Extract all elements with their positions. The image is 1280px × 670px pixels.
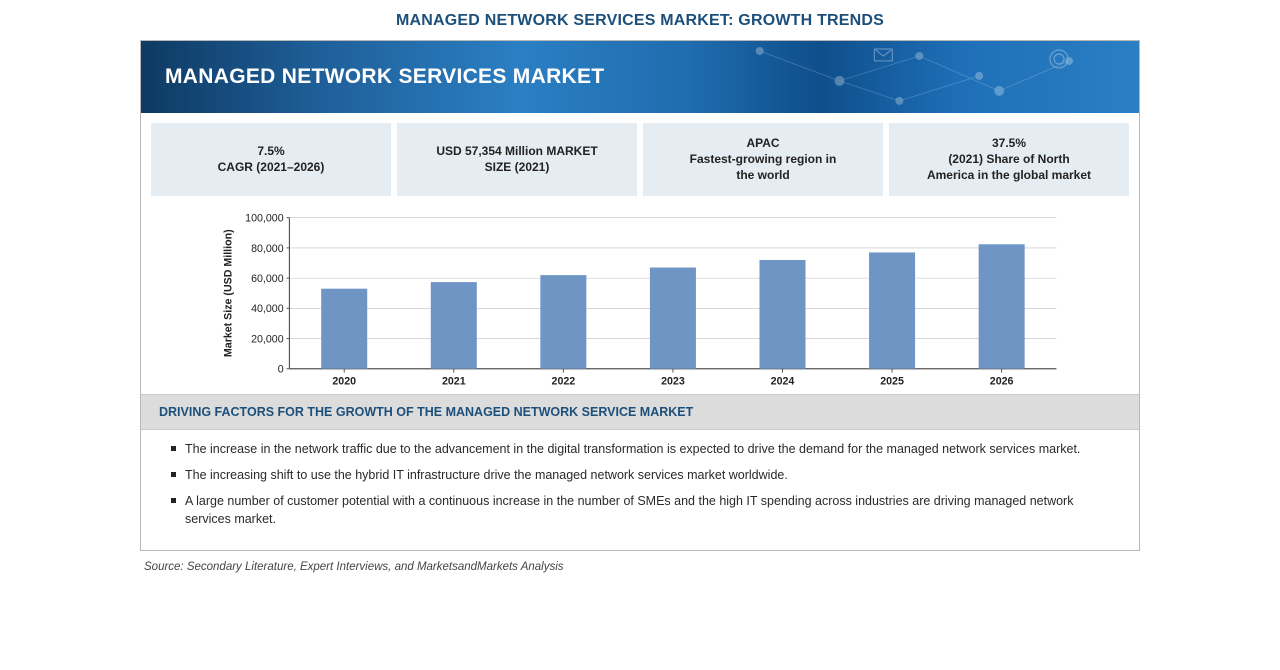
main-panel: MANAGED NETWORK SERVICES MARKET xyxy=(140,40,1140,551)
svg-text:0: 0 xyxy=(278,363,284,375)
svg-text:2025: 2025 xyxy=(880,375,904,387)
banner-title: MANAGED NETWORK SERVICES MARKET xyxy=(165,65,604,89)
svg-text:80,000: 80,000 xyxy=(251,242,284,254)
svg-text:2021: 2021 xyxy=(442,375,466,387)
stat-cagr: 7.5% CAGR (2021–2026) xyxy=(151,123,391,196)
driver-item: The increasing shift to use the hybrid I… xyxy=(171,466,1117,484)
svg-text:Market Size (USD Million): Market Size (USD Million) xyxy=(222,228,234,356)
page-title: MANAGED NETWORK SERVICES MARKET: GROWTH … xyxy=(140,12,1140,30)
svg-text:100,000: 100,000 xyxy=(245,212,284,224)
stat-line: 7.5% xyxy=(159,143,383,159)
svg-text:60,000: 60,000 xyxy=(251,273,284,285)
stat-line: USD 57,354 Million MARKET xyxy=(405,143,629,159)
stat-line: Fastest-growing region in xyxy=(651,151,875,167)
stat-line: 37.5% xyxy=(897,135,1121,151)
stat-line: America in the global market xyxy=(897,167,1121,183)
stat-share: 37.5% (2021) Share of North America in t… xyxy=(889,123,1129,196)
svg-text:2026: 2026 xyxy=(990,375,1014,387)
svg-text:2023: 2023 xyxy=(661,375,685,387)
drivers-list: The increase in the network traffic due … xyxy=(141,430,1139,551)
bar-chart: 0 20,000 40,000 60,000 80,000 100,000 2020 2021… xyxy=(141,204,1139,394)
svg-text:2024: 2024 xyxy=(771,375,795,387)
bar-chart-svg: 0 20,000 40,000 60,000 80,000 100,000 2020 2021… xyxy=(195,208,1085,392)
driver-item: The increase in the network traffic due … xyxy=(171,440,1117,458)
stat-line: CAGR (2021–2026) xyxy=(159,159,383,175)
stat-line: SIZE (2021) xyxy=(405,159,629,175)
svg-text:20,000: 20,000 xyxy=(251,333,284,345)
stats-row: 7.5% CAGR (2021–2026) USD 57,354 Million… xyxy=(141,113,1139,204)
stat-line: APAC xyxy=(651,135,875,151)
banner: MANAGED NETWORK SERVICES MARKET xyxy=(141,41,1139,113)
drivers-header: DRIVING FACTORS FOR THE GROWTH OF THE MA… xyxy=(141,394,1139,430)
svg-text:2020: 2020 xyxy=(332,375,356,387)
infographic-container: MANAGED NETWORK SERVICES MARKET: GROWTH … xyxy=(0,0,1280,581)
stat-region: APAC Fastest-growing region in the world xyxy=(643,123,883,196)
stat-line: the world xyxy=(651,167,875,183)
stat-market-size: USD 57,354 Million MARKET SIZE (2021) xyxy=(397,123,637,196)
driver-item: A large number of customer potential wit… xyxy=(171,492,1117,528)
svg-text:2022: 2022 xyxy=(552,375,576,387)
stat-line: (2021) Share of North xyxy=(897,151,1121,167)
source-note: Source: Secondary Literature, Expert Int… xyxy=(144,561,1140,573)
svg-text:40,000: 40,000 xyxy=(251,303,284,315)
